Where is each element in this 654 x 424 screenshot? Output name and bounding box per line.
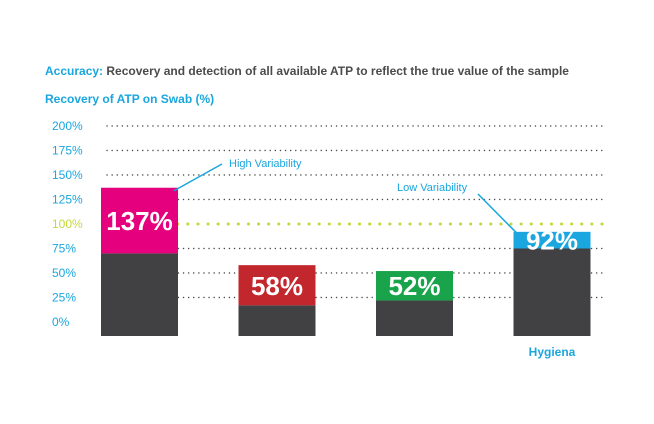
y-tick-label: 125% [52, 193, 83, 207]
subtitle-text: Recovery and detection of all available … [106, 64, 569, 78]
y-axis-title: Recovery of ATP on Swab (%) [45, 92, 215, 106]
data-label: 137% [106, 206, 173, 236]
bar [513, 231, 591, 249]
bar [101, 187, 178, 254]
annotation-text: Low Variability [397, 182, 468, 194]
bar-base [376, 300, 453, 336]
category-label: Hygiena [529, 345, 576, 359]
y-tick-label: 50% [52, 266, 76, 280]
annotation-leader [477, 193, 520, 236]
annotation-leader [173, 163, 223, 192]
bar-base [101, 253, 178, 336]
bar [238, 265, 316, 306]
data-label: 58% [251, 271, 303, 301]
y-tick-label: 200% [52, 119, 83, 133]
bar-base [238, 305, 316, 336]
y-tick-label: 150% [52, 168, 83, 182]
annotation-text: High Variability [229, 158, 302, 170]
chart-subtitle: Accuracy: Recovery and detection of all … [45, 64, 569, 78]
data-label: 52% [388, 271, 440, 301]
y-tick-label: 100% [52, 217, 83, 231]
y-tick-label: 0% [52, 315, 70, 329]
y-tick-label: 75% [52, 242, 76, 256]
y-tick-label: 25% [52, 291, 76, 305]
subtitle-label: Accuracy: [45, 64, 104, 78]
bar-base [513, 248, 591, 336]
bar [376, 271, 453, 301]
y-tick-label: 175% [52, 144, 83, 158]
data-label: 92% [526, 226, 578, 256]
